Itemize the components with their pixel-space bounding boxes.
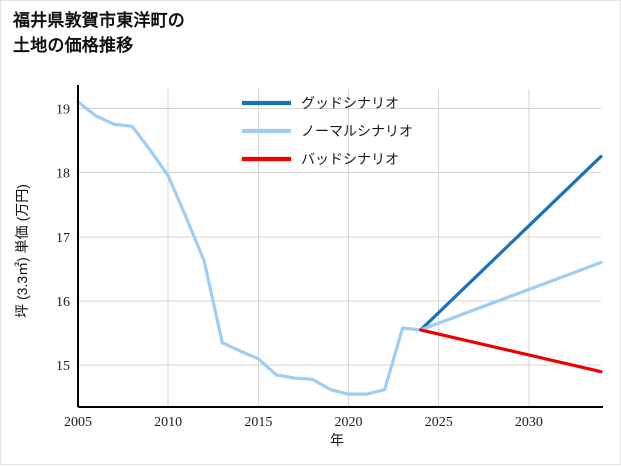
x-tick-label: 2020 [335, 415, 363, 430]
legend-label: バッドシナリオ [301, 151, 399, 167]
y-tick-label: 17 [56, 231, 70, 246]
y-tick-label: 19 [56, 102, 70, 117]
y-axis-title: 坪 (3.3㎡) 単価 (万円) [14, 184, 30, 318]
y-tick-label: 16 [56, 295, 70, 310]
series-line [76, 100, 423, 396]
legend-label: グッドシナリオ [301, 95, 399, 111]
page-title: 福井県敦賀市東洋町の 土地の価格推移 [13, 11, 185, 55]
series-line [419, 328, 603, 374]
x-tick-label: 2010 [154, 415, 182, 430]
x-tick-labels: 2005 2010 2015 2020 2025 2030 [64, 415, 543, 430]
x-tick-label: 2005 [64, 415, 92, 430]
x-axis-title: 年 [330, 432, 344, 448]
y-tick-labels: 15 16 17 18 19 [56, 102, 70, 374]
x-tick-label: 2030 [515, 415, 543, 430]
gridlines [77, 89, 601, 407]
series-line [419, 154, 603, 332]
x-tick-label: 2015 [244, 415, 272, 430]
y-tick-label: 18 [56, 167, 70, 182]
axis-lines [76, 85, 603, 409]
series-line [419, 260, 603, 332]
x-tick-label: 2025 [425, 415, 453, 430]
series-layer [76, 100, 603, 396]
legend-label: ノーマルシナリオ [301, 123, 413, 139]
y-tick-label: 15 [56, 359, 70, 374]
